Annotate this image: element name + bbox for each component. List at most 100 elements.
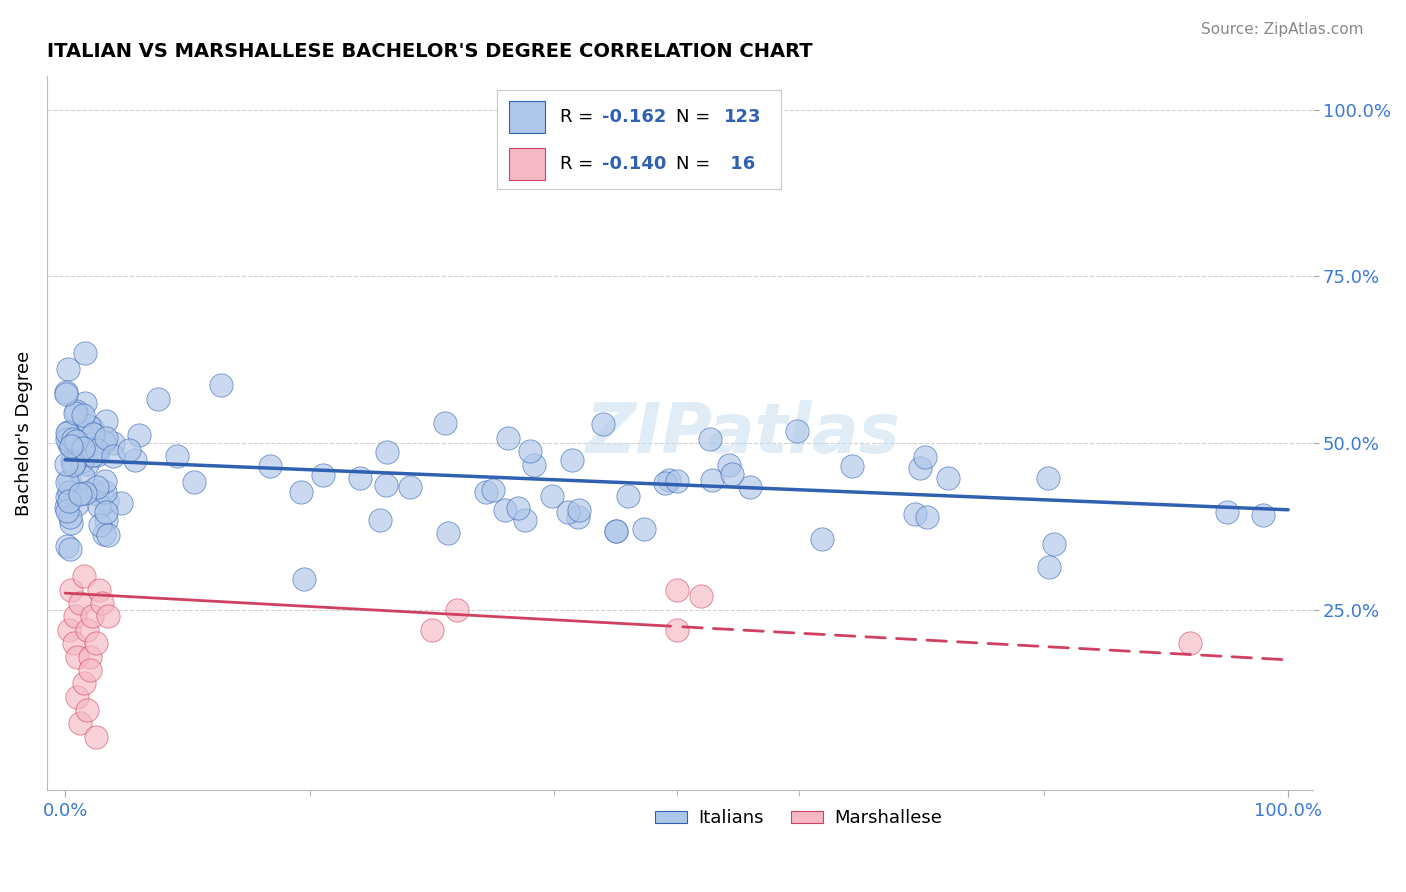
Point bbox=[96, 432, 118, 446]
Point bbox=[1216, 504, 1239, 518]
Point bbox=[56, 504, 79, 518]
Point bbox=[69, 486, 91, 500]
Text: ZIPatlas: ZIPatlas bbox=[585, 400, 900, 467]
Point bbox=[658, 473, 681, 487]
Point bbox=[699, 432, 721, 446]
Point bbox=[73, 486, 96, 500]
Text: R =: R = bbox=[560, 108, 599, 126]
Point bbox=[368, 513, 391, 527]
Point bbox=[94, 474, 117, 488]
Point bbox=[58, 436, 80, 450]
Point bbox=[76, 703, 98, 717]
Point bbox=[79, 437, 101, 451]
Point bbox=[97, 609, 120, 624]
Point bbox=[67, 449, 90, 463]
Point bbox=[434, 417, 457, 431]
Y-axis label: Bachelor's Degree: Bachelor's Degree bbox=[15, 351, 32, 516]
Point bbox=[810, 533, 832, 547]
Point bbox=[592, 417, 614, 431]
Point bbox=[557, 505, 579, 519]
Point bbox=[56, 490, 79, 504]
Point bbox=[60, 516, 83, 531]
Point bbox=[690, 590, 713, 604]
Point bbox=[63, 406, 86, 420]
Point bbox=[290, 485, 312, 500]
Text: N =: N = bbox=[676, 154, 716, 172]
Point bbox=[93, 527, 115, 541]
Point bbox=[541, 489, 564, 503]
Point bbox=[786, 424, 808, 438]
Point bbox=[82, 448, 104, 462]
Point bbox=[84, 730, 107, 744]
Point bbox=[63, 456, 86, 470]
Point bbox=[62, 458, 84, 472]
Point bbox=[80, 483, 103, 497]
Point bbox=[506, 500, 529, 515]
Point bbox=[58, 623, 80, 637]
Point bbox=[86, 443, 108, 458]
Point bbox=[72, 569, 94, 583]
Point bbox=[1251, 508, 1274, 523]
Point bbox=[62, 636, 84, 650]
Point bbox=[166, 450, 188, 464]
Point bbox=[904, 508, 927, 522]
Text: -0.140: -0.140 bbox=[602, 154, 666, 172]
Point bbox=[349, 471, 371, 485]
Point bbox=[841, 459, 863, 474]
Point bbox=[633, 522, 655, 536]
Point bbox=[58, 473, 80, 487]
Point bbox=[908, 460, 931, 475]
Point bbox=[72, 408, 94, 422]
Point bbox=[523, 458, 546, 472]
Point bbox=[72, 470, 94, 484]
Point bbox=[72, 676, 94, 690]
FancyBboxPatch shape bbox=[509, 101, 546, 133]
Text: -0.162: -0.162 bbox=[602, 108, 666, 126]
Point bbox=[209, 377, 232, 392]
Point bbox=[94, 513, 117, 527]
Point bbox=[292, 572, 315, 586]
Point bbox=[94, 485, 117, 500]
Point bbox=[101, 449, 124, 463]
Point bbox=[1043, 537, 1066, 551]
FancyBboxPatch shape bbox=[509, 148, 546, 179]
Point bbox=[69, 596, 91, 610]
Point bbox=[567, 510, 589, 524]
Point bbox=[58, 494, 80, 508]
Point bbox=[66, 690, 89, 704]
Point bbox=[58, 484, 80, 499]
Point bbox=[75, 396, 97, 410]
Legend: Italians, Marshallese: Italians, Marshallese bbox=[648, 802, 949, 834]
Point bbox=[101, 435, 124, 450]
Point bbox=[148, 392, 170, 406]
Point bbox=[914, 450, 936, 464]
Point bbox=[56, 433, 79, 447]
Point bbox=[375, 445, 398, 459]
Text: R =: R = bbox=[560, 154, 599, 172]
Point bbox=[69, 716, 91, 731]
Point bbox=[79, 663, 101, 677]
Text: N =: N = bbox=[676, 108, 716, 126]
Point bbox=[94, 505, 117, 519]
Point bbox=[616, 489, 638, 503]
Point bbox=[63, 609, 86, 624]
Point bbox=[721, 467, 744, 482]
Point bbox=[60, 439, 83, 453]
Point bbox=[56, 475, 79, 490]
Text: 16: 16 bbox=[724, 154, 755, 172]
Point bbox=[86, 486, 108, 500]
Point bbox=[58, 425, 80, 440]
Point bbox=[1180, 636, 1202, 650]
Point bbox=[60, 453, 83, 467]
Point bbox=[446, 603, 468, 617]
Point bbox=[66, 497, 89, 511]
Point bbox=[420, 623, 443, 637]
Point bbox=[87, 499, 110, 513]
Point bbox=[73, 346, 96, 360]
Point bbox=[96, 494, 118, 508]
Point bbox=[124, 453, 146, 467]
Point bbox=[82, 427, 104, 442]
Point bbox=[259, 459, 281, 474]
Point bbox=[665, 623, 688, 637]
Point bbox=[55, 457, 77, 471]
